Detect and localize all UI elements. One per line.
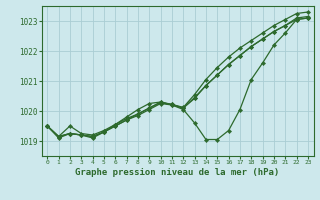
- X-axis label: Graphe pression niveau de la mer (hPa): Graphe pression niveau de la mer (hPa): [76, 168, 280, 177]
